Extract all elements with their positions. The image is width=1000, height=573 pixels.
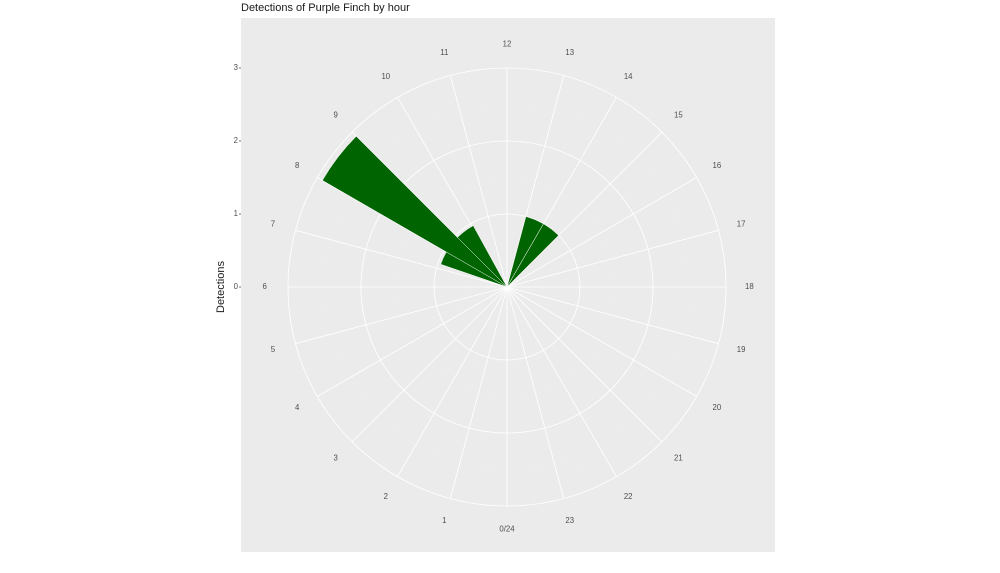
svg-text:9: 9 [333, 111, 337, 120]
svg-text:2: 2 [234, 136, 238, 145]
svg-text:7: 7 [271, 219, 275, 228]
svg-text:5: 5 [271, 345, 276, 354]
svg-text:3: 3 [234, 63, 238, 72]
svg-text:17: 17 [737, 219, 746, 228]
svg-text:14: 14 [624, 72, 633, 81]
svg-text:0: 0 [234, 282, 239, 291]
svg-text:12: 12 [503, 40, 512, 49]
svg-text:6: 6 [262, 282, 266, 291]
svg-text:10: 10 [381, 72, 390, 81]
svg-text:8: 8 [295, 161, 299, 170]
svg-text:13: 13 [565, 48, 574, 57]
svg-text:0/24: 0/24 [499, 524, 515, 533]
svg-text:23: 23 [565, 516, 574, 525]
svg-text:20: 20 [713, 403, 722, 412]
svg-text:4: 4 [295, 403, 300, 412]
svg-text:1: 1 [442, 516, 446, 525]
svg-text:22: 22 [624, 492, 633, 501]
svg-text:3: 3 [333, 453, 337, 462]
svg-text:11: 11 [440, 48, 448, 57]
svg-text:19: 19 [737, 345, 746, 354]
svg-text:16: 16 [713, 161, 722, 170]
svg-text:18: 18 [745, 282, 754, 291]
svg-text:2: 2 [384, 492, 388, 501]
svg-text:1: 1 [234, 209, 238, 218]
svg-text:15: 15 [674, 111, 683, 120]
svg-text:Detections: Detections [215, 261, 227, 313]
svg-text:21: 21 [674, 453, 683, 462]
